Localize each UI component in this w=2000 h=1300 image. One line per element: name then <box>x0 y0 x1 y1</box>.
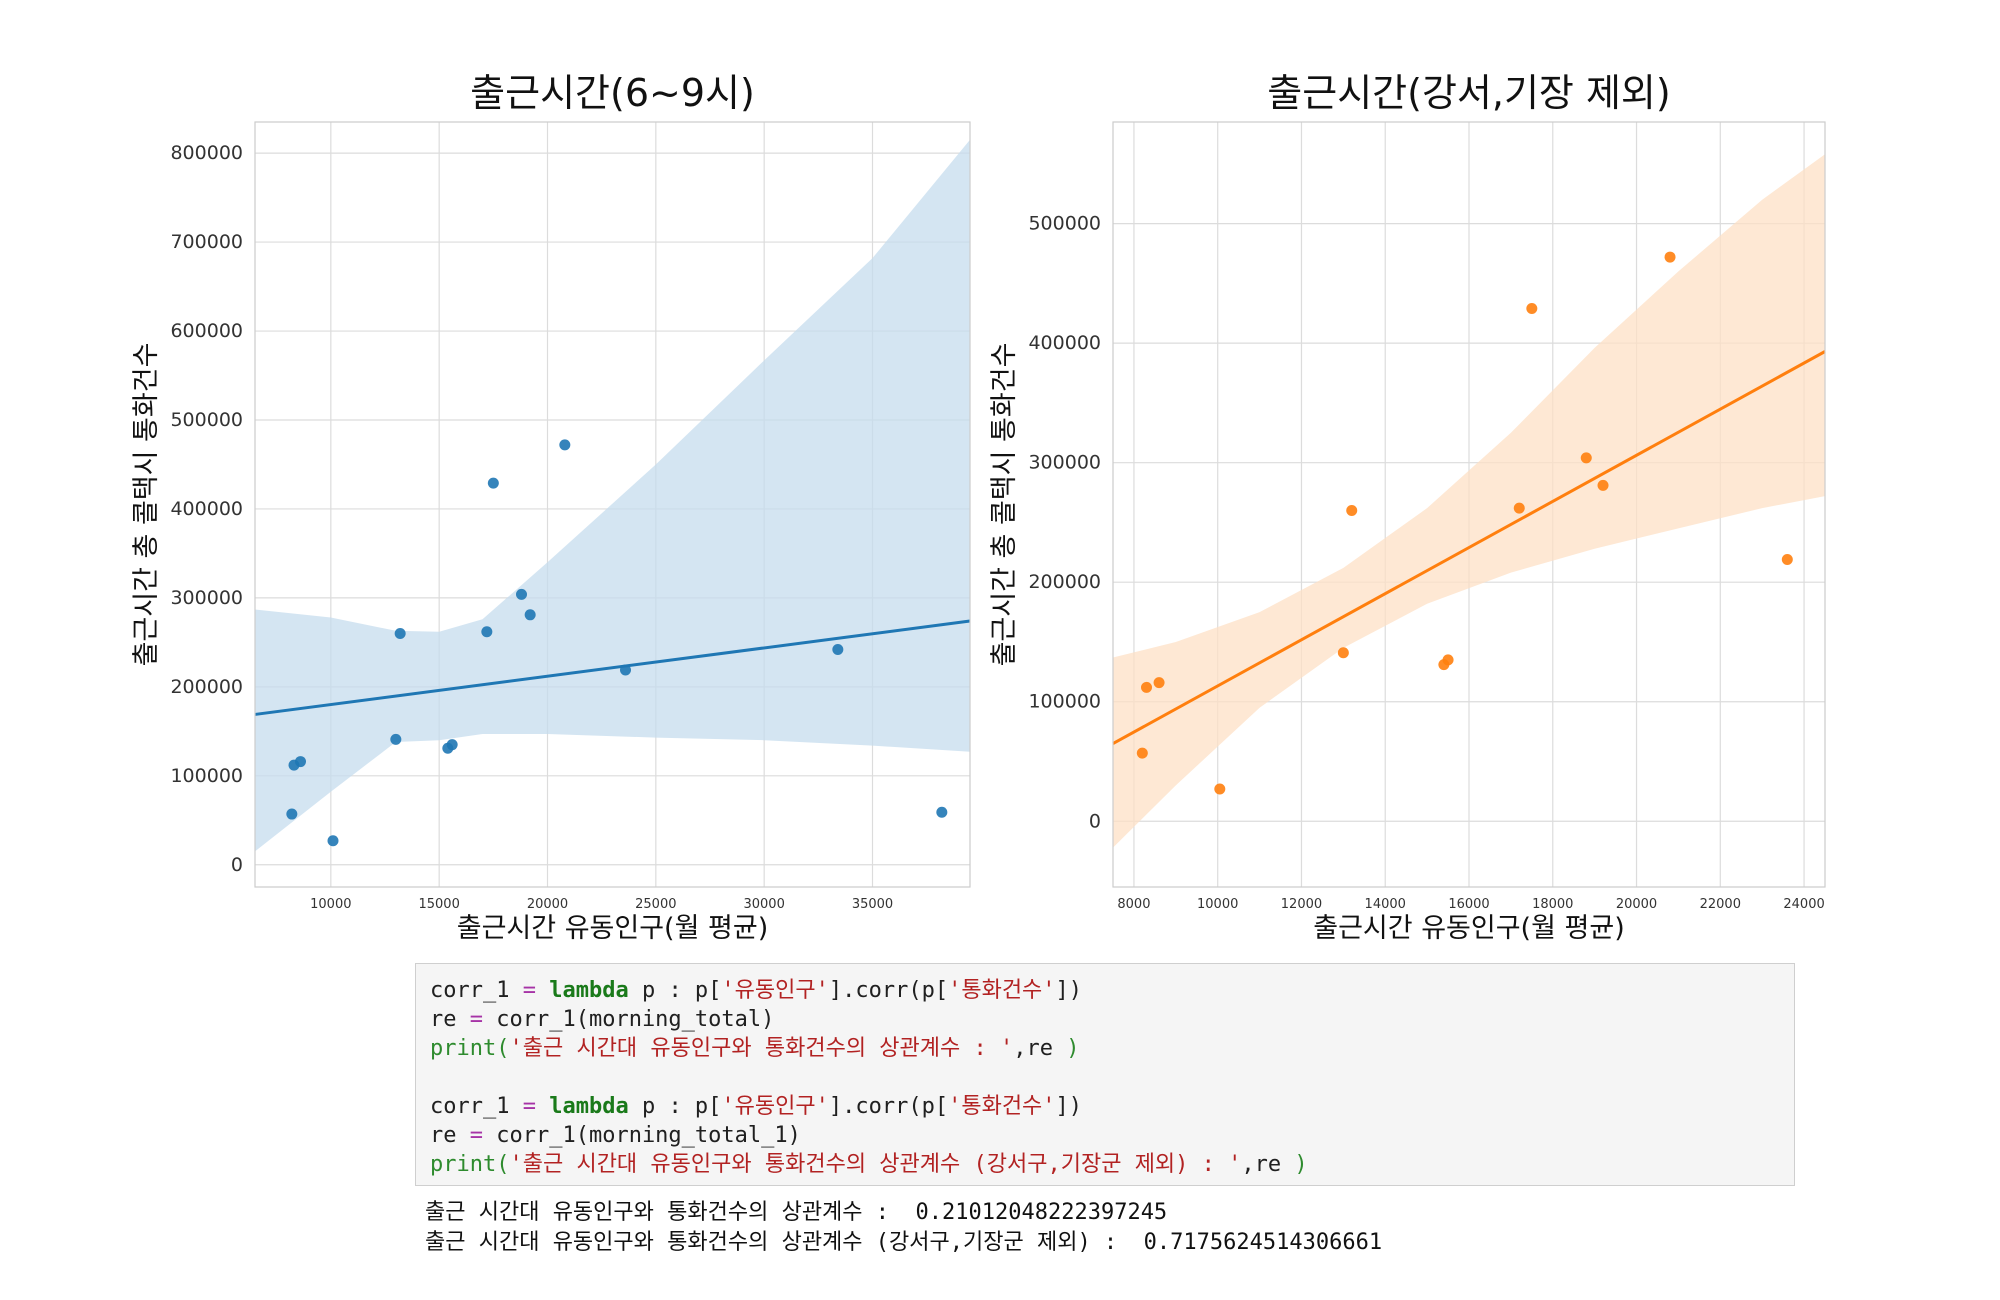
data-point <box>524 609 536 621</box>
chart-title: 출근시간(강서,기장 제외) <box>1267 71 1670 115</box>
data-point <box>446 739 458 751</box>
y-tick-label: 300000 <box>170 587 243 609</box>
regression-line <box>1112 350 1826 745</box>
code-line-6: re = corr_1(morning_total_1) <box>430 1123 801 1148</box>
regression-line <box>254 619 971 716</box>
x-tick-label: 10000 <box>1197 897 1238 912</box>
data-point <box>390 733 402 745</box>
x-tick-label: 15000 <box>418 897 459 912</box>
x-tick-label: 16000 <box>1448 897 1489 912</box>
code-line-4 <box>430 1063 1780 1092</box>
charts-area: 10000 15000 20000 25000 30000 350000100000200… <box>131 71 1826 944</box>
confidence-band <box>1113 154 1825 848</box>
data-point <box>1442 654 1454 666</box>
chart-2: 8000 10000 12000 14000 16000 18000 20000 22000 2… <box>989 71 1826 944</box>
y-tick-label: 0 <box>231 854 243 876</box>
data-point <box>286 808 298 820</box>
y-tick-label: 100000 <box>170 765 243 787</box>
y-tick-label: 200000 <box>170 676 243 698</box>
data-point <box>1526 302 1538 314</box>
y-tick-label: 0 <box>1089 810 1101 832</box>
code-line-5: corr_1 = lambda p : p['유동인구'].corr(p['통화… <box>430 1094 1083 1119</box>
output-line-2: 출근 시간대 유동인구와 통화건수의 상관계수 (강서구,기장군 제외) : 0… <box>425 1230 1383 1255</box>
x-tick-label: 30000 <box>743 897 784 912</box>
x-tick-label: 20000 <box>1616 897 1657 912</box>
y-tick-label: 700000 <box>170 231 243 253</box>
x-tick-label: 18000 <box>1532 897 1573 912</box>
chart-1: 10000 15000 20000 25000 30000 35000 0 100000 200… <box>131 71 971 944</box>
confidence-band <box>255 139 970 852</box>
x-tick-label: 10000 <box>310 897 351 912</box>
data-point <box>1346 504 1358 516</box>
x-axis-label: 출근시간 유동인구(월 평균) <box>1313 913 1624 944</box>
data-point <box>832 643 844 655</box>
code-cell[interactable]: corr_1 = lambda p : p['유동인구'].corr(p['통화… <box>415 963 1795 1186</box>
x-tick-label: 20000 <box>527 897 568 912</box>
plot-frame <box>1112 121 1826 888</box>
y-tick-label: 800000 <box>170 142 243 164</box>
data-point <box>481 626 493 638</box>
y-tick-label: 400000 <box>170 498 243 520</box>
y-tick-label: 500000 <box>170 409 243 431</box>
data-point <box>1337 647 1349 659</box>
data-point <box>1664 251 1676 263</box>
y-axis-label: 출근시간 총 콜택시 통화건수 <box>989 343 1020 667</box>
y-axis-label: 출근시간 총 콜택시 통화건수 <box>131 343 162 667</box>
y-tick-label: 600000 <box>170 320 243 342</box>
x-tick-label: 8000 <box>1117 897 1150 912</box>
data-point <box>1781 553 1793 565</box>
plot-frame <box>254 121 971 888</box>
x-tick-label: 22000 <box>1700 897 1741 912</box>
x-tick-label: 12000 <box>1281 897 1322 912</box>
data-point <box>1513 502 1525 514</box>
code-line-1: corr_1 = lambda p : p['유동인구'].corr(p['통화… <box>430 978 1083 1003</box>
data-point <box>516 588 527 600</box>
y-tick-label: 100000 <box>1028 691 1101 713</box>
x-tick-label: 14000 <box>1365 897 1406 912</box>
data-point <box>1597 479 1609 491</box>
code-line-3: print('출근 시간대 유동인구와 통화건수의 상관계수 : ',re ) <box>430 1036 1080 1061</box>
x-axis-label: 출근시간 유동인구(월 평균) <box>457 913 768 944</box>
y-tick-label: 400000 <box>1028 332 1101 354</box>
y-tick-label: 200000 <box>1028 571 1101 593</box>
data-point <box>295 756 306 768</box>
data-point <box>1153 677 1165 689</box>
x-tick-label: 25000 <box>635 897 676 912</box>
data-point <box>1141 681 1153 693</box>
data-point <box>487 477 499 489</box>
output-line-1: 출근 시간대 유동인구와 통화건수의 상관계수 : 0.210120482223… <box>425 1200 1168 1225</box>
data-point <box>1214 783 1226 795</box>
data-point <box>559 439 571 451</box>
data-point <box>936 806 948 818</box>
data-point <box>394 627 406 639</box>
code-line-2: re = corr_1(morning_total) <box>430 1007 775 1032</box>
y-tick-label: 300000 <box>1028 452 1101 474</box>
y-tick-label: 500000 <box>1028 213 1101 235</box>
x-tick-label: 35000 <box>852 897 893 912</box>
x-tick-label: 24000 <box>1783 897 1824 912</box>
data-point <box>1136 747 1148 759</box>
data-point <box>327 835 339 847</box>
data-point <box>620 664 631 676</box>
data-point <box>1580 452 1592 464</box>
output-area: 출근 시간대 유동인구와 통화건수의 상관계수 : 0.210120482223… <box>425 1198 1382 1258</box>
chart-title: 출근시간(6~9시) <box>470 71 755 115</box>
code-line-7: print('출근 시간대 유동인구와 통화건수의 상관계수 (강서구,기장군 … <box>430 1152 1308 1177</box>
